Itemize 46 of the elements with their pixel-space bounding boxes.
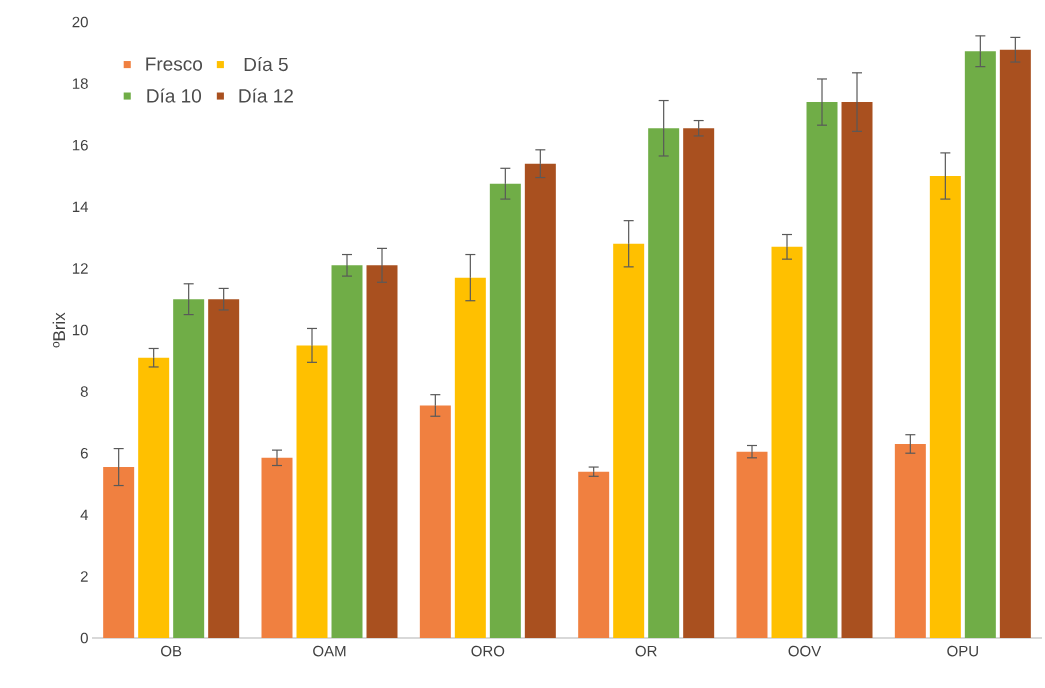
y-tick-label: 2 — [80, 571, 88, 582]
bar — [331, 265, 363, 638]
x-tick-label: OPU — [947, 645, 978, 657]
y-tick-label: 6 — [80, 447, 88, 459]
bar — [489, 183, 521, 638]
legend-label: Día 12 — [239, 88, 293, 103]
bar — [771, 246, 803, 638]
bar — [613, 243, 645, 638]
x-tick-label: OAM — [313, 645, 346, 657]
y-tick-label: 0 — [80, 632, 88, 644]
bar — [296, 345, 328, 638]
y-axis-title: ºBrix — [52, 312, 65, 348]
bar — [736, 451, 768, 638]
bar — [454, 277, 486, 638]
bar — [578, 471, 610, 638]
bar — [208, 299, 240, 638]
bar — [929, 176, 961, 638]
x-tick-label: OR — [635, 645, 657, 657]
x-tick-label: OB — [161, 645, 182, 657]
y-tick-label: 8 — [80, 386, 88, 397]
bar — [894, 443, 926, 638]
bar — [806, 102, 838, 638]
bar — [366, 265, 398, 638]
y-tick-label: 12 — [72, 263, 88, 274]
x-tick-label: ORO — [471, 645, 505, 657]
bar — [964, 51, 996, 638]
bar — [261, 457, 293, 638]
bar — [841, 102, 873, 638]
bar — [999, 49, 1031, 638]
bar — [419, 405, 451, 638]
y-tick-label: 20 — [72, 16, 88, 28]
x-tick-label: OOV — [788, 645, 822, 657]
legend-label: Día 5 — [244, 56, 288, 72]
y-tick-label: 16 — [72, 139, 88, 151]
legend-label: Día 10 — [147, 88, 202, 103]
bar — [103, 467, 135, 638]
y-tick-label: 14 — [72, 201, 89, 212]
bar — [524, 163, 556, 638]
legend-label: Fresco — [146, 57, 203, 71]
y-tick-label: 10 — [72, 324, 88, 336]
bar — [173, 299, 205, 638]
y-tick-label: 18 — [72, 78, 88, 89]
y-tick-label: 4 — [80, 509, 89, 520]
bar — [138, 357, 170, 638]
bar — [683, 128, 715, 638]
bar — [648, 128, 680, 638]
